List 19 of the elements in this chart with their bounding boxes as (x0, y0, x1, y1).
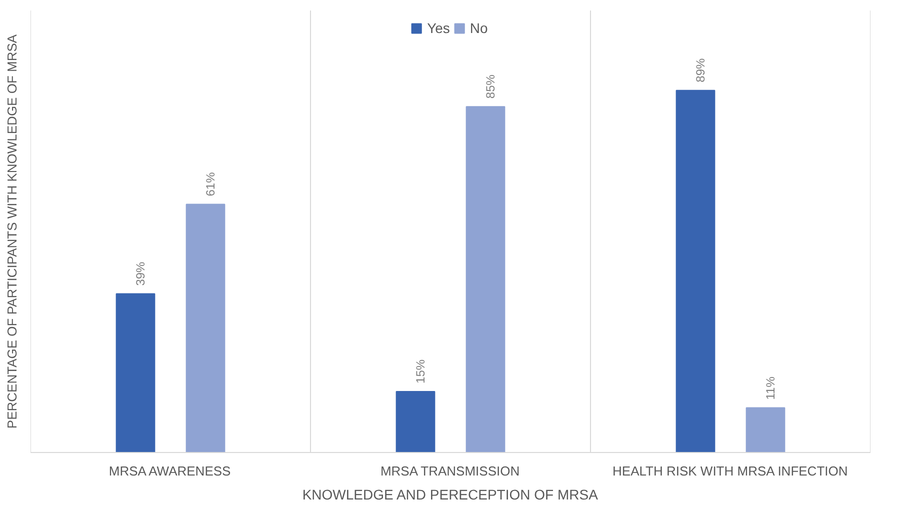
bar (116, 293, 156, 452)
bar (466, 106, 506, 452)
x-tick-label: HEALTH RISK WITH MRSA INFECTION (612, 464, 848, 478)
bar (676, 90, 716, 452)
data-label: 15% (414, 359, 428, 384)
data-label: 61% (204, 172, 218, 196)
legend-label: Yes (427, 20, 450, 36)
x-tick-label: MRSA TRANSMISSION (380, 464, 520, 478)
bar (186, 204, 226, 452)
data-label: 85% (484, 74, 498, 99)
data-label: 11% (764, 376, 778, 400)
data-label: 89% (694, 58, 708, 82)
bar (396, 390, 436, 452)
legend-label: No (470, 20, 489, 36)
x-tick-label: MRSA AWARENESS (108, 464, 232, 478)
data-label: 39% (134, 261, 148, 286)
x-axis-title: KNOWLEDGE AND PERECEPTION OF MRSA (302, 486, 599, 502)
y-axis-title: PERCENTAGE OF PARTICIPANTS WITH KNOWLEDGE OF MRSA (4, 34, 20, 429)
bar (746, 407, 786, 452)
